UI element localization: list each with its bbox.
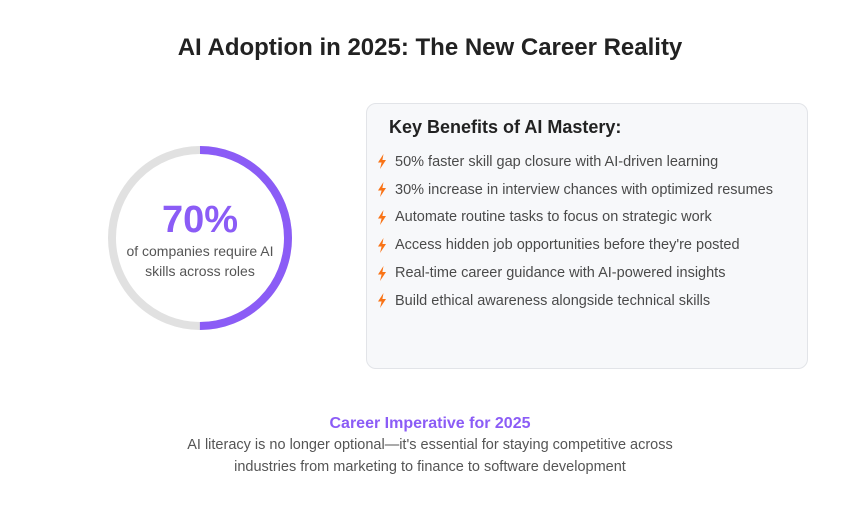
career-imperative: Career Imperative for 2025 AI literacy i… xyxy=(0,414,860,478)
footer-text: AI literacy is no longer optional—it's e… xyxy=(187,437,673,475)
benefit-label: Automate routine tasks to focus on strat… xyxy=(395,209,712,226)
stat-caption: of companies require AI skills across ro… xyxy=(126,243,274,279)
lightning-bolt-icon xyxy=(378,182,386,198)
benefit-item: Automate routine tasks to focus on strat… xyxy=(377,204,807,232)
gauge-progress xyxy=(108,146,292,330)
benefit-item: Access hidden job opportunities before t… xyxy=(377,231,807,259)
lightning-bolt-icon xyxy=(378,209,386,225)
lightning-bolt-icon xyxy=(378,154,386,170)
benefit-item: 30% increase in interview chances with o… xyxy=(377,176,807,204)
stat-value: 70% xyxy=(161,199,239,241)
lightning-bolt-icon xyxy=(378,265,386,281)
lightning-bolt-icon xyxy=(378,237,386,253)
footer-heading: Career Imperative for 2025 xyxy=(329,415,531,432)
benefit-label: Access hidden job opportunities before t… xyxy=(395,237,740,254)
benefit-item: 50% faster skill gap closure with AI-dri… xyxy=(377,148,807,176)
benefit-label: 30% increase in interview chances with o… xyxy=(395,181,773,198)
benefit-label: 50% faster skill gap closure with AI-dri… xyxy=(395,153,719,170)
benefit-label: Real-time career guidance with AI-powere… xyxy=(395,265,726,282)
lightning-bolt-icon xyxy=(378,293,386,309)
benefits-title: Key Benefits of AI Mastery: xyxy=(389,117,622,137)
gauge-ring xyxy=(108,146,292,330)
benefit-item: Real-time career guidance with AI-powere… xyxy=(377,259,807,287)
benefits-card: Key Benefits of AI Mastery: 50% faster s… xyxy=(366,103,808,369)
benefit-item: Build ethical awareness alongside techni… xyxy=(377,287,807,315)
page-title: AI Adoption in 2025: The New Career Real… xyxy=(177,34,683,61)
benefit-list: 50% faster skill gap closure with AI-dri… xyxy=(377,148,807,315)
benefit-label: Build ethical awareness alongside techni… xyxy=(395,292,711,309)
adoption-gauge: 70% of companies require AI skills acros… xyxy=(106,144,294,332)
